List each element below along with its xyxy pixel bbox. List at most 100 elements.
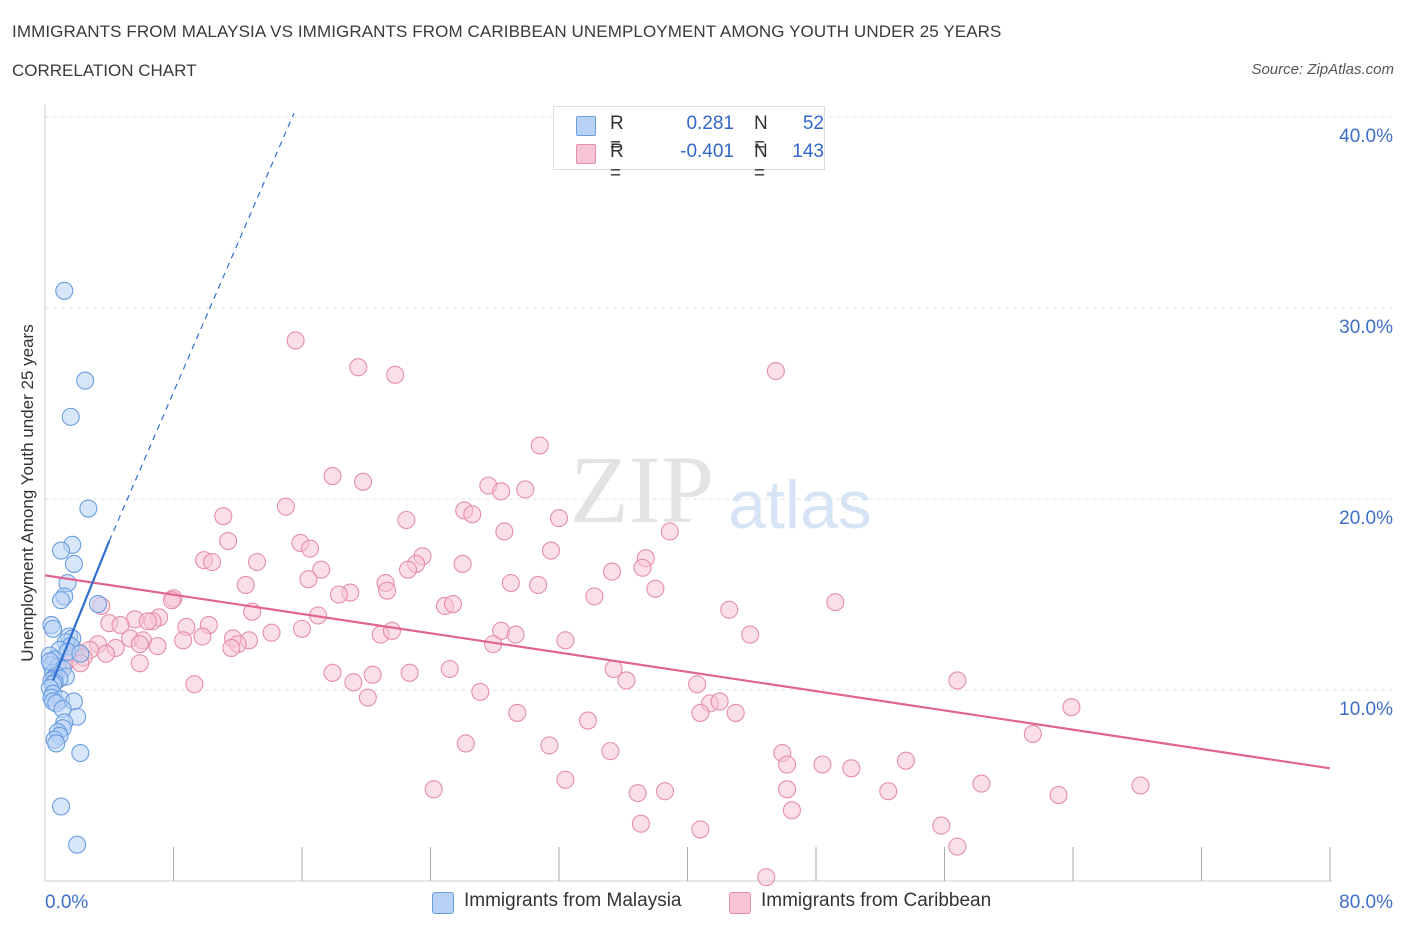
caribbean-point bbox=[720, 600, 739, 619]
caribbean-point bbox=[363, 665, 382, 684]
caribbean-point bbox=[203, 552, 222, 572]
caribbean-point bbox=[842, 759, 861, 778]
tick-labels: 10.0% 20.0% 30.0% 40.0% 0.0% 80.0% bbox=[45, 126, 1393, 913]
malaysia-trend-line bbox=[52, 540, 111, 681]
watermark: ZIP atlas bbox=[570, 436, 872, 543]
caribbean-point bbox=[549, 509, 569, 528]
caribbean-point bbox=[262, 623, 281, 642]
y-tick-label: 20.0% bbox=[1339, 508, 1393, 529]
caribbean-point bbox=[214, 507, 233, 526]
y-tick-label: 30.0% bbox=[1339, 317, 1393, 338]
malaysia-point bbox=[61, 407, 80, 426]
caribbean-point bbox=[948, 837, 967, 856]
y-tick-label: 40.0% bbox=[1339, 126, 1393, 147]
caribbean-point bbox=[286, 331, 305, 350]
caribbean-point bbox=[556, 631, 575, 650]
caribbean-point bbox=[602, 562, 622, 581]
caribbean-point bbox=[471, 682, 490, 701]
caribbean-point bbox=[463, 505, 482, 524]
caribbean-point bbox=[948, 671, 967, 690]
malaysia-point bbox=[52, 541, 71, 560]
caribbean-point bbox=[506, 625, 525, 644]
caribbean-point bbox=[879, 782, 898, 801]
caribbean-point bbox=[540, 736, 559, 755]
caribbean-point bbox=[896, 751, 916, 770]
caribbean-point bbox=[111, 616, 130, 635]
caribbean-point bbox=[617, 671, 636, 690]
caribbean-point bbox=[782, 801, 801, 820]
caribbean-point bbox=[492, 482, 511, 501]
caribbean-point bbox=[222, 638, 241, 658]
malaysia-legend-swatch bbox=[432, 892, 454, 914]
caribbean-point bbox=[691, 820, 710, 839]
caribbean-point bbox=[398, 560, 418, 579]
r-label: R = bbox=[610, 113, 624, 156]
r-value: -0.401 bbox=[680, 141, 734, 162]
caribbean-point bbox=[508, 703, 527, 722]
caribbean-point bbox=[236, 575, 255, 595]
caribbean-point bbox=[757, 868, 776, 887]
r-label: R = bbox=[610, 141, 624, 184]
caribbean-point bbox=[655, 782, 675, 801]
chart-title: IMMIGRANTS FROM MALAYSIA VS IMMIGRANTS F… bbox=[12, 22, 1002, 41]
caribbean-point bbox=[323, 663, 342, 682]
caribbean-point bbox=[453, 554, 472, 573]
malaysia-point bbox=[76, 371, 95, 390]
caribbean-point bbox=[299, 570, 318, 589]
caribbean-point bbox=[358, 688, 377, 707]
caribbean-point bbox=[456, 734, 475, 753]
caribbean-point bbox=[633, 558, 652, 577]
caribbean-point bbox=[826, 593, 845, 612]
caribbean-point bbox=[130, 654, 149, 673]
caribbean-point bbox=[397, 510, 416, 530]
caribbean-point bbox=[688, 675, 707, 694]
malaysia-point bbox=[64, 554, 83, 573]
caribbean-point bbox=[219, 531, 238, 551]
n-value: 52 bbox=[802, 113, 824, 134]
caribbean-point bbox=[660, 522, 679, 541]
malaysia-point bbox=[52, 797, 71, 816]
caribbean-point bbox=[174, 631, 193, 650]
caribbean-point bbox=[193, 627, 212, 646]
caribbean-point bbox=[382, 621, 402, 640]
caribbean-point bbox=[813, 755, 832, 774]
malaysia-point bbox=[47, 734, 66, 753]
caribbean-point bbox=[585, 587, 604, 606]
caribbean-point bbox=[443, 594, 463, 614]
malaysia-point bbox=[88, 594, 108, 614]
caribbean-point bbox=[96, 644, 116, 663]
malaysia-point bbox=[40, 652, 59, 671]
caribbean-point bbox=[292, 619, 312, 638]
malaysia-swatch bbox=[576, 116, 596, 136]
caribbean-point bbox=[247, 552, 267, 572]
caribbean-point bbox=[778, 755, 797, 774]
caribbean-point bbox=[400, 663, 419, 682]
caribbean-point bbox=[1062, 698, 1081, 717]
caribbean-point bbox=[276, 497, 295, 516]
caribbean-point bbox=[556, 770, 575, 789]
caribbean-point bbox=[726, 703, 745, 722]
caribbean-swatch bbox=[576, 144, 596, 164]
legend-label: Immigrants from Malaysia bbox=[464, 890, 682, 911]
caribbean-point bbox=[185, 675, 204, 694]
y-axis-label: Unemployment Among Youth under 25 years bbox=[18, 324, 37, 661]
grid-lines bbox=[45, 116, 1392, 691]
malaysia-point bbox=[68, 835, 87, 854]
malaysia-point bbox=[43, 619, 63, 638]
n-value: 143 bbox=[792, 141, 824, 162]
caribbean-point bbox=[516, 480, 535, 499]
axes bbox=[44, 105, 1332, 882]
caribbean-point bbox=[148, 637, 167, 656]
caribbean-point bbox=[778, 780, 797, 799]
n-label: N = bbox=[754, 113, 768, 156]
correlation-legend: R = 0.281 N = 52 R = -0.401 N = 143 bbox=[553, 106, 825, 184]
watermark-atlas: atlas bbox=[728, 467, 872, 543]
caribbean-point bbox=[932, 816, 951, 835]
caribbean-point bbox=[300, 539, 320, 558]
caribbean-points bbox=[53, 331, 1150, 887]
caribbean-point bbox=[601, 742, 620, 761]
caribbean-point bbox=[628, 784, 647, 803]
caribbean-point bbox=[130, 635, 149, 654]
caribbean-point bbox=[138, 612, 157, 631]
caribbean-point bbox=[344, 673, 363, 692]
